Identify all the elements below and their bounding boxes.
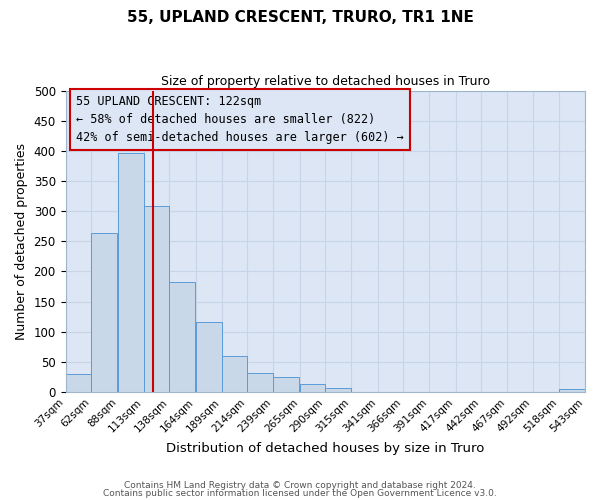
Bar <box>299 384 325 392</box>
Bar <box>221 356 247 392</box>
Bar <box>91 233 117 392</box>
Text: Contains public sector information licensed under the Open Government Licence v3: Contains public sector information licen… <box>103 488 497 498</box>
Bar <box>169 282 195 392</box>
Bar <box>118 153 143 392</box>
Text: Contains HM Land Registry data © Crown copyright and database right 2024.: Contains HM Land Registry data © Crown c… <box>124 481 476 490</box>
Bar <box>196 322 221 392</box>
Y-axis label: Number of detached properties: Number of detached properties <box>15 143 28 340</box>
Bar <box>325 388 351 392</box>
Bar <box>247 372 273 392</box>
Text: 55 UPLAND CRESCENT: 122sqm
← 58% of detached houses are smaller (822)
42% of sem: 55 UPLAND CRESCENT: 122sqm ← 58% of deta… <box>76 95 404 144</box>
X-axis label: Distribution of detached houses by size in Truro: Distribution of detached houses by size … <box>166 442 484 455</box>
Title: Size of property relative to detached houses in Truro: Size of property relative to detached ho… <box>161 75 490 88</box>
Bar <box>273 377 299 392</box>
Bar <box>65 374 91 392</box>
Text: 55, UPLAND CRESCENT, TRURO, TR1 1NE: 55, UPLAND CRESCENT, TRURO, TR1 1NE <box>127 10 473 25</box>
Bar <box>559 389 585 392</box>
Bar <box>143 206 169 392</box>
